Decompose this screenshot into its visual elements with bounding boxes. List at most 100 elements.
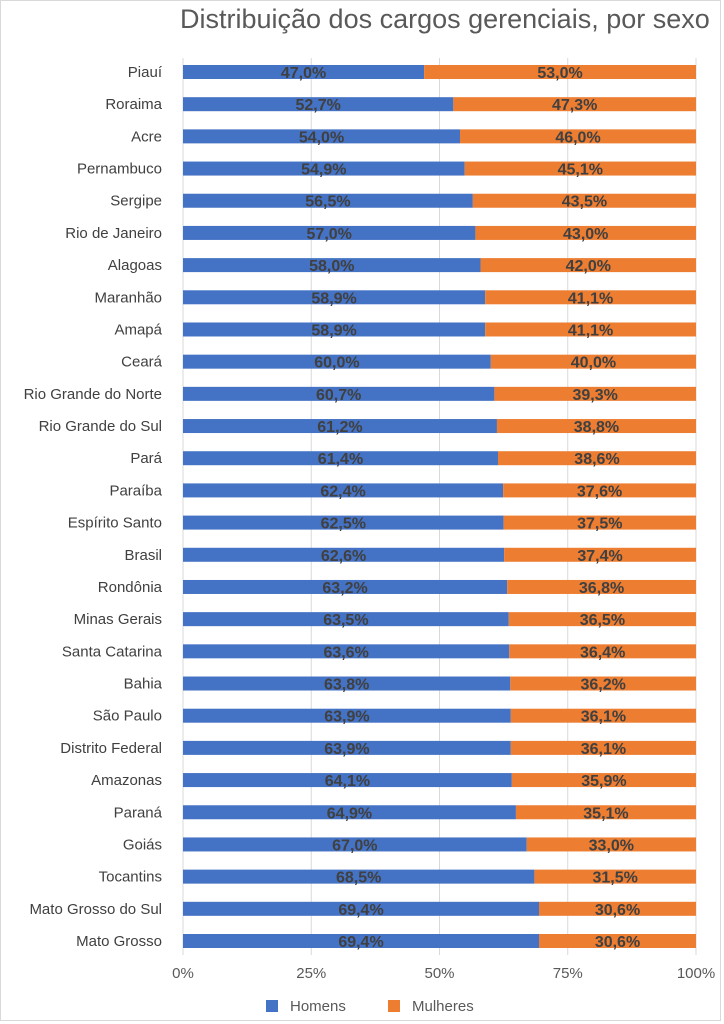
bar-homens (183, 129, 461, 144)
category-label: Rondônia (98, 579, 163, 596)
bar-homens (183, 547, 505, 562)
category-label: Minas Gerais (74, 611, 162, 628)
data-label-mulheres: 47,3% (552, 97, 597, 114)
category-label: São Paulo (93, 708, 162, 725)
bar-homens (183, 837, 527, 852)
legend-label-homens: Homens (290, 998, 346, 1015)
data-label-mulheres: 36,5% (580, 612, 625, 629)
data-label-homens: 62,5% (321, 516, 366, 533)
data-label-homens: 60,7% (316, 387, 361, 404)
bar-mulheres (424, 65, 696, 79)
data-label-mulheres: 30,6% (595, 934, 640, 951)
data-label-homens: 58,9% (311, 290, 356, 307)
category-label: Amapá (114, 321, 162, 338)
bar-homens (183, 354, 491, 369)
data-label-homens: 54,0% (299, 129, 344, 146)
category-label: Mato Grosso (76, 933, 162, 950)
bar-mulheres (453, 97, 696, 112)
bar-mulheres (534, 869, 696, 884)
x-tick-label: 25% (296, 965, 326, 982)
data-label-mulheres: 36,4% (580, 644, 625, 661)
bar-mulheres (460, 129, 696, 144)
bar-homens (183, 934, 540, 948)
data-label-mulheres: 30,6% (595, 902, 640, 919)
x-tick-label: 100% (677, 965, 715, 982)
bar-homens (183, 901, 540, 916)
data-label-homens: 58,9% (311, 322, 356, 339)
bar-mulheres (475, 225, 696, 240)
category-label: Mato Grosso do Sul (29, 901, 162, 918)
data-label-mulheres: 35,9% (581, 773, 626, 790)
bar-homens (183, 451, 498, 466)
data-label-homens: 54,9% (301, 162, 346, 179)
category-label: Tocantins (99, 869, 162, 886)
bar-homens (183, 322, 486, 337)
category-label: Roraima (105, 96, 162, 113)
data-label-homens: 67,0% (332, 837, 377, 854)
category-label: Amazonas (91, 772, 162, 789)
bar-mulheres (490, 354, 696, 369)
data-label-mulheres: 53,0% (537, 65, 582, 82)
data-label-homens: 64,9% (327, 805, 372, 822)
category-label: Brasil (124, 547, 162, 564)
bar-homens (183, 740, 511, 755)
bar-mulheres (508, 612, 696, 627)
bar-mulheres (510, 740, 696, 755)
data-label-mulheres: 37,6% (577, 483, 622, 500)
bar-mulheres (496, 419, 696, 434)
bar-mulheres (511, 773, 696, 788)
data-label-mulheres: 38,8% (574, 419, 619, 436)
data-label-homens: 47,0% (281, 65, 326, 82)
legend-swatch-homens (266, 1000, 278, 1012)
data-label-homens: 62,6% (321, 548, 366, 565)
category-label: Ceará (121, 354, 163, 371)
data-label-homens: 61,2% (317, 419, 362, 436)
data-label-mulheres: 33,0% (589, 837, 634, 854)
data-label-mulheres: 45,1% (558, 162, 603, 179)
data-label-homens: 63,6% (323, 644, 368, 661)
data-label-homens: 60,0% (314, 355, 359, 372)
bar-mulheres (503, 515, 696, 530)
data-label-homens: 63,9% (324, 741, 369, 758)
data-label-homens: 69,4% (338, 934, 383, 951)
bar-homens (183, 612, 509, 627)
chart-title: Distribuição dos cargos gerenciais, por … (180, 4, 710, 34)
data-label-homens: 58,0% (309, 258, 354, 275)
data-label-mulheres: 39,3% (573, 387, 618, 404)
data-label-mulheres: 41,1% (568, 322, 613, 339)
category-label: Alagoas (108, 257, 162, 274)
bar-homens (183, 419, 497, 434)
category-label: Espírito Santo (68, 515, 162, 532)
category-label: Rio Grande do Norte (24, 386, 162, 403)
data-label-homens: 63,9% (324, 709, 369, 726)
bar-mulheres (480, 258, 696, 273)
bar-homens (183, 97, 454, 112)
bar-homens (183, 258, 481, 273)
bar-homens (183, 676, 511, 691)
category-label: Piauí (128, 64, 163, 81)
bar-mulheres (464, 161, 696, 176)
bar-homens (183, 483, 504, 498)
category-label: Pernambuco (77, 161, 162, 178)
bar-homens (183, 65, 425, 79)
bar-mulheres (539, 901, 696, 916)
bar-homens (183, 579, 508, 594)
bar-homens (183, 225, 476, 240)
data-label-homens: 56,5% (305, 194, 350, 211)
data-label-mulheres: 40,0% (571, 355, 616, 372)
bar-mulheres (504, 547, 696, 562)
bar-homens (183, 708, 511, 723)
data-label-homens: 64,1% (325, 773, 370, 790)
bar-mulheres (509, 644, 696, 659)
data-label-mulheres: 36,2% (580, 677, 625, 694)
x-tick-label: 50% (424, 965, 454, 982)
bar-mulheres (539, 934, 696, 948)
data-label-mulheres: 31,5% (593, 870, 638, 887)
data-label-mulheres: 43,5% (562, 194, 607, 211)
bar-homens (183, 644, 510, 659)
bar-mulheres (510, 676, 696, 691)
category-label: Paraíba (109, 482, 162, 499)
category-label: Sergipe (110, 193, 162, 210)
category-label: Santa Catarina (62, 643, 163, 660)
